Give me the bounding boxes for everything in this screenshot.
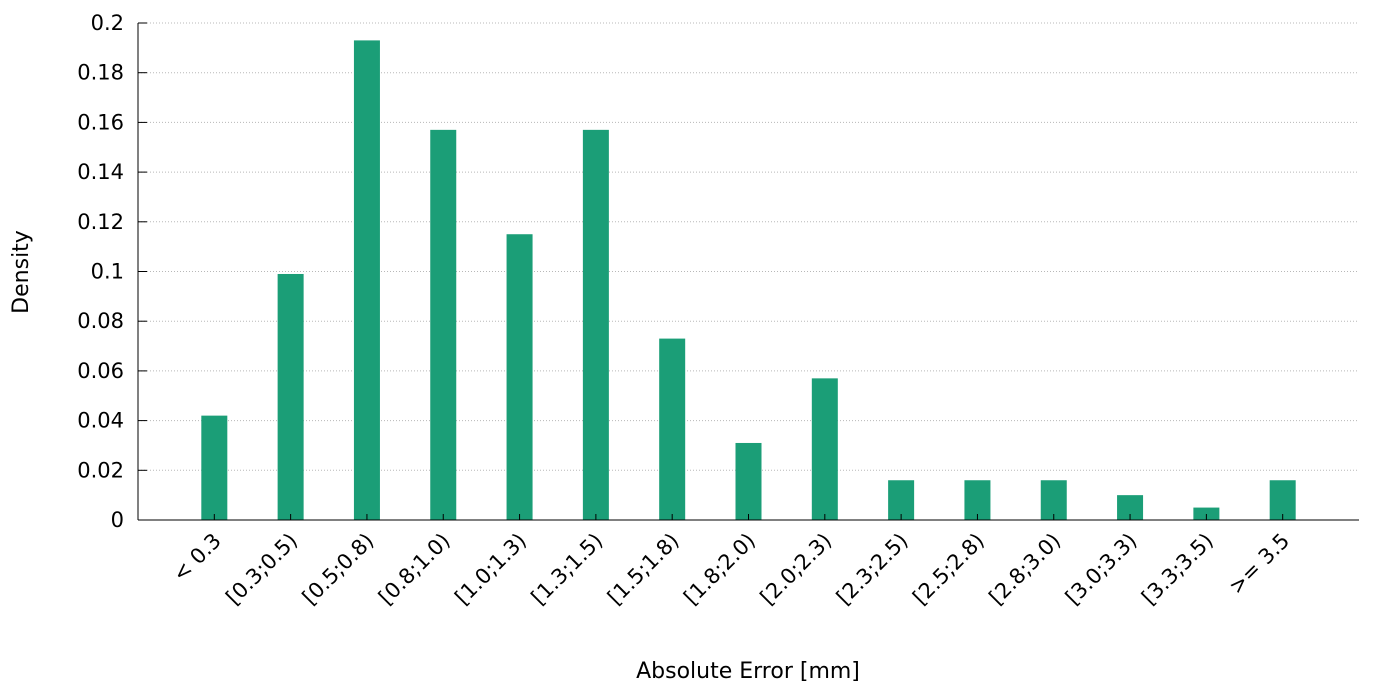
bar bbox=[735, 442, 762, 520]
x-tick-label: [0.8;1.0) bbox=[374, 529, 455, 610]
bar bbox=[430, 129, 457, 521]
y-tick-label: 0.1 bbox=[91, 260, 124, 284]
bar bbox=[964, 480, 991, 520]
y-tick-label: 0.16 bbox=[77, 110, 124, 134]
y-tick-label: 0.08 bbox=[77, 309, 124, 333]
y-tick-label: 0.2 bbox=[91, 11, 124, 35]
bar bbox=[506, 234, 533, 520]
bar bbox=[888, 480, 915, 520]
y-tick-label: 0.06 bbox=[77, 359, 124, 383]
x-tick-label: [0.3;0.5) bbox=[221, 529, 302, 610]
y-tick-label: 0 bbox=[111, 508, 124, 532]
bar bbox=[1040, 480, 1067, 520]
x-tick-label: [3.0;3.3) bbox=[1061, 529, 1142, 610]
grid-layer bbox=[138, 22, 1359, 471]
x-tick-label: [0.5;0.8) bbox=[298, 529, 379, 610]
y-tick-labels: 0 0.02 0.04 0.06 0.08 0.1 0.12 0.14 0.16 0.18 0.2 bbox=[77, 11, 124, 532]
bar bbox=[582, 129, 609, 521]
x-tick-label: [2.3;2.5) bbox=[832, 529, 913, 610]
x-tick-label: < 0.3 bbox=[168, 529, 226, 587]
bar bbox=[277, 273, 304, 520]
x-tick-label: [1.8;2.0) bbox=[679, 529, 760, 610]
x-tick-label: >= 3.5 bbox=[1224, 529, 1294, 599]
x-tick-label: [1.0;1.3) bbox=[450, 529, 531, 610]
y-tick-label: 0.14 bbox=[77, 160, 124, 184]
bar bbox=[1269, 480, 1296, 520]
x-axis-title: Absolute Error [mm] bbox=[636, 659, 860, 684]
bar bbox=[201, 415, 228, 520]
x-tick-label: [2.0;2.3) bbox=[756, 529, 837, 610]
bar bbox=[659, 338, 686, 520]
x-tick-labels: < 0.3[0.3;0.5)[0.5;0.8)[0.8;1.0)[1.0;1.3… bbox=[168, 529, 1294, 610]
axis-layer bbox=[137, 22, 1359, 521]
bar bbox=[811, 378, 838, 520]
y-tick-label: 0.02 bbox=[77, 458, 124, 482]
bar-layer bbox=[201, 40, 1296, 521]
x-tick-label: [2.8;3.0) bbox=[984, 529, 1065, 610]
x-tick-label: [2.5;2.8) bbox=[908, 529, 989, 610]
x-tick-label: [3.3;3.5) bbox=[1137, 529, 1218, 610]
y-axis-title: Density bbox=[9, 230, 34, 314]
x-tick-label: [1.5;1.8) bbox=[603, 529, 684, 610]
y-tick-label: 0.18 bbox=[77, 61, 124, 85]
x-tick-label: [1.3;1.5) bbox=[527, 529, 608, 610]
bar bbox=[1193, 507, 1220, 520]
y-tick-label: 0.04 bbox=[77, 409, 124, 433]
y-tick-label: 0.12 bbox=[77, 210, 124, 234]
bar bbox=[353, 40, 380, 521]
